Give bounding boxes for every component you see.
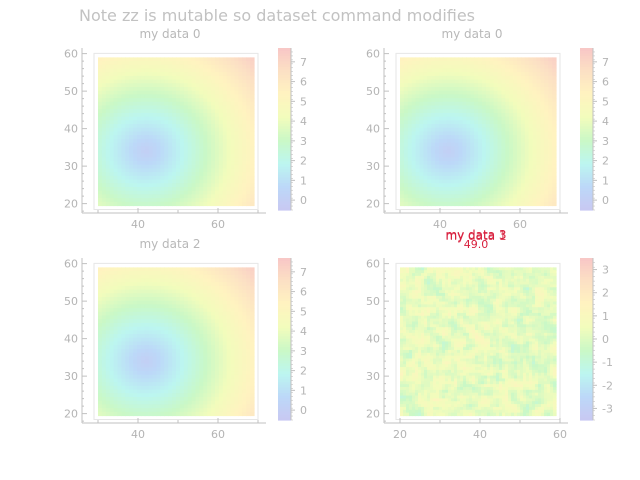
colorbar-tick-label: -3 xyxy=(602,402,613,415)
colorbar-tick-label: 0 xyxy=(300,194,307,207)
colorbar-tick-label: 1 xyxy=(602,310,609,323)
y-tick-label: 20 xyxy=(64,408,78,421)
colorbar-tick-label: 2 xyxy=(300,365,307,378)
colorbar: -3 -2 -1 0 1 2 3 xyxy=(580,258,613,421)
colorbar-tick-label: 1 xyxy=(602,174,609,187)
y-tick-label: 30 xyxy=(366,370,380,383)
y-tick-label: 20 xyxy=(366,198,380,211)
colorbar-tick-label: 1 xyxy=(300,174,307,187)
x-tick-label: 60 xyxy=(553,428,567,441)
colorbar-tick-label: 2 xyxy=(602,287,609,300)
heatmap-image xyxy=(400,267,557,417)
y-tick-label: 30 xyxy=(64,160,78,173)
x-tick-label: 40 xyxy=(473,428,487,441)
colorbar-tick-label: 6 xyxy=(602,76,609,89)
y-tick-label: 40 xyxy=(64,123,78,136)
y-tick-label: 40 xyxy=(64,333,78,346)
colorbar-tick-label: 3 xyxy=(602,135,609,148)
y-tick-label: 50 xyxy=(64,85,78,98)
colorbar-tick-label: 5 xyxy=(300,305,307,318)
y-tick-label: 60 xyxy=(64,48,78,61)
y-tick-label: 40 xyxy=(366,333,380,346)
colorbar-tick-label: 3 xyxy=(300,135,307,148)
colorbar: 0 1 2 3 4 5 6 7 xyxy=(278,48,307,211)
y-tick-label: 50 xyxy=(366,295,380,308)
colorbar-tick-label: 7 xyxy=(602,56,609,69)
colorbar-tick-label: -1 xyxy=(602,356,613,369)
colorbar-tick-label: 0 xyxy=(602,194,609,207)
x-tick-label: 20 xyxy=(393,428,407,441)
x-tick-label: 40 xyxy=(433,218,447,231)
colorbar: 0 1 2 3 4 5 6 7 xyxy=(580,48,609,211)
heatmap-panel-3: 20 30 40 50 60 40 60 my data 2 0 1 2 3 4 5 6 7 xyxy=(64,237,307,441)
colorbar-tick-label: -2 xyxy=(602,379,613,392)
x-tick-label: 60 xyxy=(211,218,225,231)
colorbar-tick-label: 3 xyxy=(602,264,609,277)
y-tick-label: 60 xyxy=(64,258,78,271)
y-tick-label: 30 xyxy=(64,370,78,383)
colorbar-tick-label: 4 xyxy=(300,115,307,128)
colorbar-tick-label: 7 xyxy=(300,56,307,69)
y-tick-label: 30 xyxy=(366,160,380,173)
colorbar-tick-label: 5 xyxy=(602,95,609,108)
colorbar-tick-label: 0 xyxy=(300,404,307,417)
panel-title: my data 0 xyxy=(441,27,502,41)
overlay-title: my data 1 xyxy=(445,229,506,243)
colorbar-tick-label: 2 xyxy=(602,155,609,168)
colorbar-tick-label: 0 xyxy=(602,333,609,346)
heatmap-panel-1: 20 30 40 50 60 40 60 my data 0 0 1 2 3 4 5 6 7 xyxy=(64,27,307,231)
y-tick-label: 20 xyxy=(64,198,78,211)
colorbar-tick-label: 2 xyxy=(300,155,307,168)
x-tick-label: 60 xyxy=(513,218,527,231)
colorbar-tick-label: 6 xyxy=(300,76,307,89)
colorbar-tick-label: 4 xyxy=(300,325,307,338)
heatmap-panel-2: 20 30 40 50 60 40 60 my data 0 0 1 2 3 4 5 6 7 xyxy=(366,27,609,231)
colorbar-tick-label: 1 xyxy=(300,384,307,397)
overlay-value: 49.0 xyxy=(464,238,489,251)
panel-title: my data 0 xyxy=(139,27,200,41)
y-tick-label: 50 xyxy=(64,295,78,308)
heatmap-image xyxy=(98,57,255,207)
y-tick-label: 40 xyxy=(366,123,380,136)
y-tick-label: 50 xyxy=(366,85,380,98)
heatmap-image xyxy=(98,267,255,417)
colorbar-tick-label: 5 xyxy=(300,95,307,108)
y-tick-label: 60 xyxy=(366,48,380,61)
y-tick-label: 20 xyxy=(366,408,380,421)
heatmap-image xyxy=(400,57,557,207)
colorbar-tick-label: 4 xyxy=(602,115,609,128)
x-tick-label: 40 xyxy=(131,428,145,441)
page-title: Note zz is mutable so dataset command mo… xyxy=(79,6,476,25)
x-tick-label: 60 xyxy=(211,428,225,441)
x-tick-label: 40 xyxy=(131,218,145,231)
y-tick-label: 60 xyxy=(366,258,380,271)
panel-title: my data 2 xyxy=(139,237,200,251)
colorbar: 0 1 2 3 4 5 6 7 xyxy=(278,258,307,421)
colorbar-tick-label: 7 xyxy=(300,266,307,279)
colorbar-tick-label: 3 xyxy=(300,345,307,358)
colorbar-tick-label: 6 xyxy=(300,286,307,299)
overlay-title: my data 3 xyxy=(445,228,506,242)
